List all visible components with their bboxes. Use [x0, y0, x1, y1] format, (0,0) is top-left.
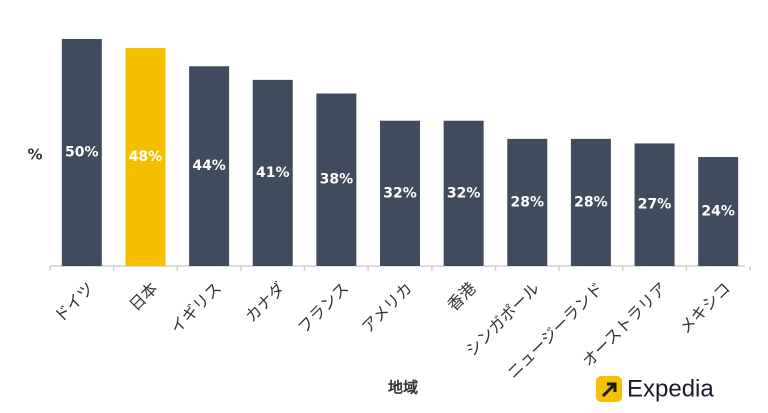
value-label: 27%	[638, 197, 672, 213]
value-label: 32%	[383, 185, 417, 201]
bar	[380, 120, 420, 266]
x-tick-label: ドイツ	[50, 279, 97, 326]
x-tick-label: フランス	[294, 279, 352, 337]
value-label: 32%	[447, 185, 481, 201]
logo-text: Expedia	[627, 375, 714, 402]
bar	[252, 79, 293, 266]
x-tick-label: イギリス	[166, 279, 225, 338]
bar	[570, 138, 611, 266]
x-tick-label: メキシコ	[675, 279, 734, 338]
bar	[316, 93, 357, 266]
value-label: 38%	[320, 172, 354, 188]
x-tick-label: アメリカ	[358, 279, 416, 337]
x-tick-label: 香港	[444, 279, 480, 315]
value-label: 44%	[192, 158, 226, 174]
logo: Expedia	[596, 375, 714, 402]
y-axis-label: %	[27, 146, 42, 164]
value-label: 41%	[256, 165, 290, 181]
bar	[443, 120, 484, 266]
logo-arrow	[601, 382, 617, 398]
x-axis-label: 地域	[388, 379, 418, 397]
value-label: 28%	[511, 194, 545, 210]
x-tick-label: カナダ	[241, 279, 288, 326]
bar	[125, 48, 166, 266]
bar	[61, 39, 102, 266]
value-label: 50%	[65, 145, 99, 161]
bar	[189, 66, 230, 267]
value-label: 24%	[701, 204, 735, 220]
bar	[507, 138, 548, 266]
value-label: 28%	[574, 194, 608, 210]
bar	[698, 157, 739, 266]
value-label: 48%	[129, 149, 163, 165]
x-tick-label: 日本	[125, 279, 161, 315]
bar	[634, 143, 675, 266]
